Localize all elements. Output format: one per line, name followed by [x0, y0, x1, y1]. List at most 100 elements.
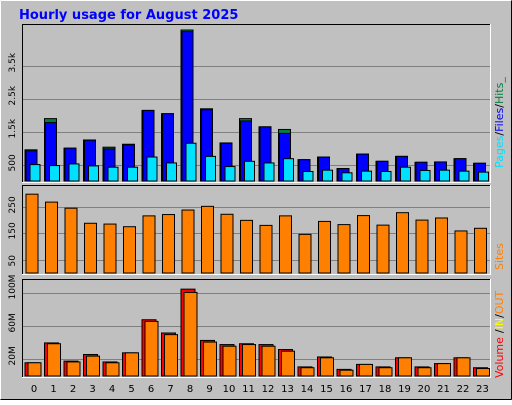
bar-pages	[29, 164, 41, 182]
y-tick-label: 1.5k	[8, 118, 18, 138]
y-tick-label: 50	[8, 255, 18, 267]
x-tick-label: 9	[206, 384, 212, 395]
bar-pages	[478, 171, 489, 182]
x-tick-label: 13	[281, 384, 294, 395]
bar-out	[47, 343, 61, 377]
bar-out	[242, 344, 256, 377]
bar-sites	[201, 205, 214, 274]
bar-pages	[263, 162, 275, 182]
bar-sites	[142, 215, 156, 274]
x-tick-label: 22	[457, 384, 470, 395]
bar-pages	[88, 165, 99, 182]
bar-out	[359, 363, 373, 377]
legend-sep-2: /	[493, 104, 506, 108]
x-tick-label: 23	[476, 384, 489, 395]
bar-pages	[146, 156, 158, 182]
bar-pages	[244, 160, 255, 182]
bar-sites	[435, 217, 448, 274]
x-tick-label: 1	[50, 384, 56, 395]
bar-sites	[357, 215, 370, 274]
bar-sites	[298, 233, 312, 274]
x-tick-label: 19	[398, 384, 411, 395]
x-tick-label: 14	[301, 384, 314, 395]
plot-area	[22, 279, 491, 378]
bar-out	[183, 291, 198, 377]
bar-sites	[181, 209, 195, 274]
legend-out: OUT	[493, 290, 506, 314]
bar-out	[261, 345, 276, 377]
y-tick-label: 150	[8, 222, 18, 239]
bar-pages	[380, 170, 392, 182]
bar-out	[66, 361, 81, 377]
legend-volume: Volume	[493, 337, 506, 378]
panel-sites: 50 150 250	[8, 185, 491, 275]
legend-end: _	[493, 77, 506, 84]
bar-pages	[439, 169, 450, 182]
x-tick-label: 8	[187, 384, 193, 395]
x-tick-label: 4	[109, 384, 115, 395]
y-tick-label: 3.5k	[8, 52, 18, 72]
bar-out	[203, 341, 217, 377]
bar-sites	[279, 215, 292, 274]
bar-sites	[259, 224, 273, 274]
legend-in: IN	[493, 318, 506, 329]
bar-pages	[127, 166, 138, 182]
bar-pages	[224, 166, 236, 182]
bar-sites	[103, 223, 117, 274]
bar-sites	[162, 214, 175, 274]
x-tick-label: 16	[340, 384, 353, 395]
x-tick-label: 20	[418, 384, 431, 395]
bar-pages	[283, 158, 294, 182]
bar-out	[105, 362, 120, 377]
bar-out	[320, 357, 334, 377]
bar-pages	[302, 170, 314, 182]
bar-out	[398, 357, 412, 377]
bar-out	[86, 355, 100, 377]
panel-volume: 20M 60M 100M	[8, 275, 491, 378]
bar-pages	[49, 165, 60, 182]
bar-out	[144, 320, 159, 377]
legend-sep-1: /	[493, 132, 506, 136]
x-tick-label: 0	[31, 384, 37, 395]
y-tick-label: 20M	[8, 346, 18, 365]
x-tick-label: 6	[148, 384, 154, 395]
plot-area	[22, 24, 491, 183]
bar-out	[27, 362, 42, 377]
bar-sites	[318, 220, 331, 274]
bar-pages	[205, 155, 216, 182]
bar-out	[164, 334, 178, 377]
bar-sites	[220, 213, 234, 274]
bar-out	[125, 352, 139, 377]
x-tick-label: 3	[89, 384, 95, 395]
bar-sites	[240, 219, 253, 274]
legend-pages: Pages	[493, 135, 506, 168]
legend-pages-files-hits: Pages/Files/Hits_	[493, 77, 506, 168]
chart-title: Hourly usage for August 2025	[19, 8, 238, 23]
legend-sep-4: /	[493, 314, 506, 318]
x-tick-label: 12	[262, 384, 275, 395]
x-tick-label: 18	[379, 384, 392, 395]
bar-out	[437, 363, 451, 377]
x-tick-label: 21	[437, 384, 450, 395]
bar-out	[456, 357, 471, 377]
bar-sites	[474, 227, 487, 274]
x-tick-label: 15	[320, 384, 333, 395]
y-tick-label: 500	[8, 154, 18, 171]
bar-out	[339, 369, 354, 377]
bar-out	[300, 367, 315, 377]
bar-out	[378, 367, 393, 377]
x-tick-label: 7	[167, 384, 173, 395]
bar-pages	[185, 142, 197, 182]
bar-out	[222, 345, 237, 377]
bar-sites	[64, 207, 78, 274]
x-tick-label: 17	[359, 384, 372, 395]
y-tick-label: 60M	[8, 313, 18, 332]
legend-hits: Hits	[493, 82, 506, 104]
bar-pages	[107, 166, 119, 182]
x-tick-label: 2	[70, 384, 76, 395]
bar-sites	[45, 201, 58, 274]
bar-pages	[166, 162, 177, 182]
bar-pages	[341, 172, 353, 182]
x-tick-label: 10	[223, 384, 236, 395]
